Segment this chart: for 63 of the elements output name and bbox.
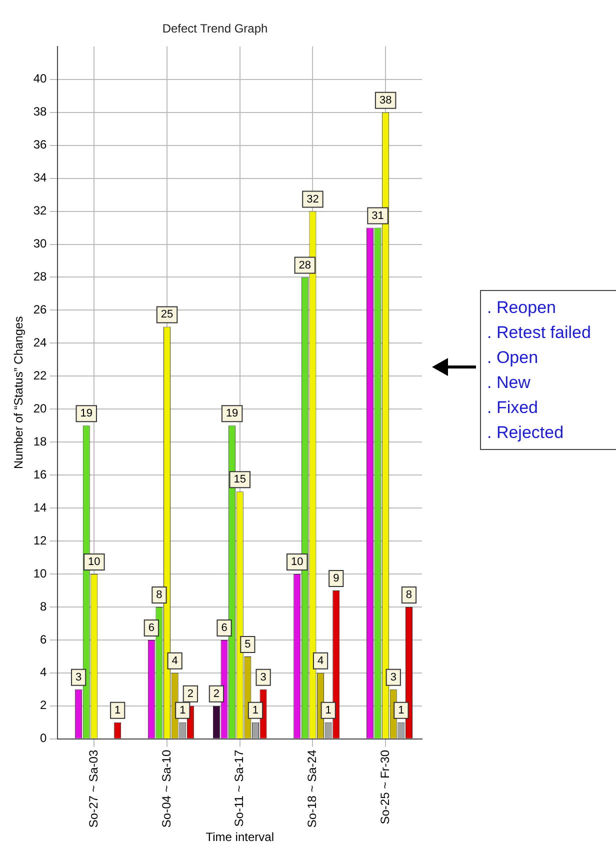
y-tick-label: 34: [33, 170, 48, 185]
text: . Reopen: [487, 297, 557, 319]
data-label: 19: [226, 408, 238, 420]
text: . Rejected: [487, 422, 565, 444]
y-tick-label: 26: [33, 302, 48, 317]
data-label: 31: [372, 210, 384, 222]
data-label: 2: [213, 688, 220, 700]
data-label: 1: [325, 704, 332, 716]
text: . Retest failed: [487, 322, 592, 344]
y-tick-label: 4: [40, 665, 48, 680]
y-tick-label: 16: [33, 467, 48, 482]
text: . Fixed: [487, 397, 540, 419]
x-tick-label: So-11 ~ Sa-17: [232, 750, 246, 827]
data-label: 4: [317, 654, 324, 667]
x-tick-label: So-04 ~ Sa-10: [159, 750, 174, 828]
data-label: 1: [398, 704, 404, 716]
text: . Open: [487, 347, 540, 369]
x-tick-label: So-25 ~ Fr-30: [378, 750, 392, 824]
data-label: 3: [76, 671, 82, 684]
data-label: 6: [221, 622, 228, 634]
data-label: 1: [180, 704, 186, 716]
data-label: 1: [252, 704, 259, 716]
data-label: 38: [379, 94, 392, 106]
y-axis-title: Number of “Status” Changes: [12, 316, 26, 470]
y-tick-label: 40: [33, 72, 48, 86]
chart-title: Defect Trend Graph: [162, 22, 268, 36]
y-tick-label: 38: [33, 104, 48, 119]
data-label: 32: [306, 193, 319, 206]
data-label: 6: [148, 622, 154, 634]
y-tick-label: 10: [33, 566, 48, 580]
data-label: 2: [187, 688, 194, 700]
y-tick-label: 22: [33, 368, 48, 382]
x-axis-title: Time interval: [206, 830, 274, 844]
y-tick-label: 14: [33, 500, 48, 514]
y-tick-label: 30: [33, 236, 48, 251]
x-tick-label: So-18 ~ Sa-24: [305, 750, 320, 828]
data-label: 10: [290, 556, 304, 568]
data-label: 3: [260, 671, 266, 684]
data-label: 4: [172, 654, 178, 667]
y-tick-label: 0: [40, 731, 48, 746]
y-tick-label: 36: [33, 138, 48, 152]
y-tick-label: 32: [33, 204, 48, 218]
data-label: 19: [80, 408, 92, 420]
data-label: 8: [156, 589, 162, 602]
text: . New: [487, 372, 532, 394]
y-tick-label: 6: [40, 632, 48, 646]
data-label: 28: [298, 259, 312, 272]
data-label: 15: [234, 474, 246, 486]
data-label: 8: [406, 589, 412, 602]
data-label: 1: [114, 704, 121, 716]
y-tick-label: 8: [40, 599, 48, 614]
y-tick-label: 2: [40, 698, 48, 712]
y-tick-label: 24: [33, 335, 48, 350]
data-label: 10: [88, 556, 100, 568]
y-tick-label: 20: [33, 401, 48, 416]
y-tick-label: 18: [33, 434, 48, 448]
x-tick-label: So-27 ~ Sa-03: [86, 750, 100, 828]
data-label: 5: [244, 638, 251, 650]
y-tick-label: 28: [33, 270, 48, 284]
data-label: 9: [333, 572, 340, 585]
data-label: 25: [160, 308, 174, 321]
data-label: 3: [390, 671, 396, 684]
y-tick-label: 12: [33, 533, 48, 548]
